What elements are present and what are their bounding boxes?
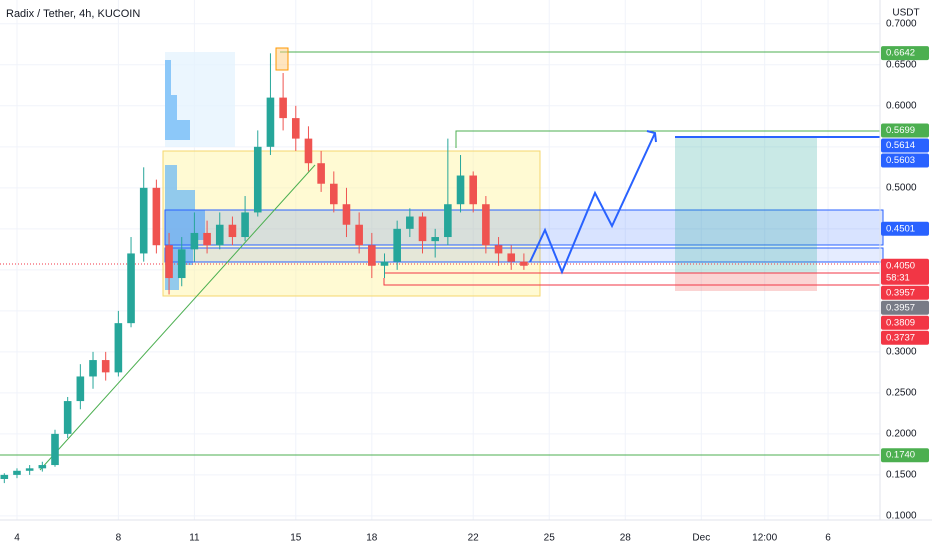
candles: [0, 53, 528, 484]
candle-body: [203, 232, 211, 246]
y-tick-label: 0.6000: [886, 100, 917, 111]
candle-body: [63, 401, 72, 434]
candle-body: [228, 224, 237, 238]
range-box: [162, 150, 541, 297]
candle-body: [114, 323, 123, 373]
y-tick-label: 0.7000: [886, 18, 917, 29]
candle-body: [177, 249, 186, 279]
candle-body: [38, 465, 47, 469]
x-tick-label: 12:00: [752, 533, 777, 544]
y-tick-label: 0.6500: [886, 59, 917, 70]
candle-body: [215, 224, 224, 246]
price-tag: [881, 285, 929, 300]
price-tag: [881, 448, 929, 463]
candle-body: [368, 245, 376, 266]
price-tag: [881, 300, 929, 315]
price-tag: [881, 258, 929, 285]
price-tag-label: 0.5614: [886, 140, 915, 151]
x-tick-label: 25: [544, 533, 556, 544]
price-tag-label: 0.3809: [886, 317, 915, 328]
candle-body: [507, 253, 516, 262]
candle-body: [25, 468, 34, 471]
x-tick-label: 8: [116, 533, 122, 544]
candle-body: [494, 245, 503, 254]
candle-body: [317, 163, 325, 184]
candle-body: [190, 232, 199, 250]
price-tag-label: 0.4050: [886, 260, 915, 271]
candle-body: [444, 204, 452, 238]
candle-body: [76, 376, 85, 402]
candle-body: [520, 261, 528, 266]
candle-body: [342, 204, 351, 225]
price-tag: [881, 138, 929, 153]
price-tag: [881, 221, 929, 236]
trend-line: [39, 164, 316, 471]
candle-body: [241, 212, 249, 238]
level-line: [455, 130, 880, 148]
x-tick-label: 28: [620, 533, 632, 544]
candle-body: [380, 261, 389, 266]
candle-body: [165, 245, 173, 279]
x-tick-label: 4: [14, 533, 20, 544]
candle-body: [89, 360, 97, 377]
x-tick-label: 15: [290, 533, 302, 544]
price-tag-label: 0.4501: [886, 223, 915, 234]
candle-body: [139, 187, 148, 254]
x-tick-label: Dec: [692, 533, 710, 544]
candle-body: [266, 97, 275, 147]
x-tick-label: 22: [468, 533, 480, 544]
price-tag-label: 0.3957: [886, 287, 915, 298]
candle-body: [101, 360, 110, 373]
price-countdown: 58:31: [886, 272, 910, 283]
x-tick-label: 11: [189, 533, 200, 544]
target-zone: [675, 137, 817, 273]
candle-body: [355, 224, 363, 246]
candle-body: [279, 97, 287, 119]
candle-body: [253, 146, 262, 213]
y-tick-label: 0.1000: [886, 511, 917, 522]
currency-label: USDT: [892, 8, 919, 19]
candle-body: [330, 183, 338, 205]
x-tick-label: 6: [825, 533, 831, 544]
price-tag-label: 0.6642: [886, 48, 915, 59]
projection-path: [529, 132, 656, 275]
y-tick-label: 0.3000: [886, 347, 917, 358]
chart-title: Radix / Tether, 4h, KUCOIN: [6, 8, 140, 20]
price-tag: [881, 46, 929, 61]
y-tick-label: 0.2500: [886, 388, 917, 399]
candle-body: [51, 433, 59, 466]
level-line: [383, 278, 880, 286]
price-tag-label: 0.5699: [886, 125, 915, 136]
price-tag: [881, 153, 929, 168]
price-tag-label: 0.3957: [886, 302, 915, 313]
x-tick-label: 18: [366, 533, 378, 544]
candle-body: [291, 118, 300, 139]
candle-body: [13, 470, 21, 475]
projection-arrowhead: [646, 130, 657, 143]
price-tag-label: 0.3737: [886, 332, 915, 343]
highlight-box: [275, 47, 289, 71]
candle-body: [482, 204, 490, 246]
candle-body: [431, 237, 439, 242]
candle-body: [127, 253, 135, 324]
candle-body: [418, 216, 427, 242]
y-tick-label: 0.5000: [886, 182, 917, 193]
price-tag: [881, 330, 929, 345]
y-tick-label: 0.2000: [886, 429, 917, 440]
price-tag-label: 0.1740: [886, 450, 915, 461]
candle-body: [456, 175, 465, 205]
price-tags: 0.6642 0.5699 0.5614 0.5603 0.4501 0.405058:3…: [881, 46, 929, 463]
stop-zone: [675, 273, 817, 291]
candle-body: [469, 175, 478, 205]
candle-body: [0, 474, 9, 479]
candle-body: [152, 187, 161, 246]
candle-body: [304, 138, 313, 164]
price-tag: [881, 123, 929, 138]
y-tick-label: 0.1500: [886, 470, 917, 481]
candle-body: [393, 228, 401, 262]
price-tag: [881, 315, 929, 330]
price-tag-label: 0.5603: [886, 155, 915, 166]
candle-body: [406, 216, 414, 229]
